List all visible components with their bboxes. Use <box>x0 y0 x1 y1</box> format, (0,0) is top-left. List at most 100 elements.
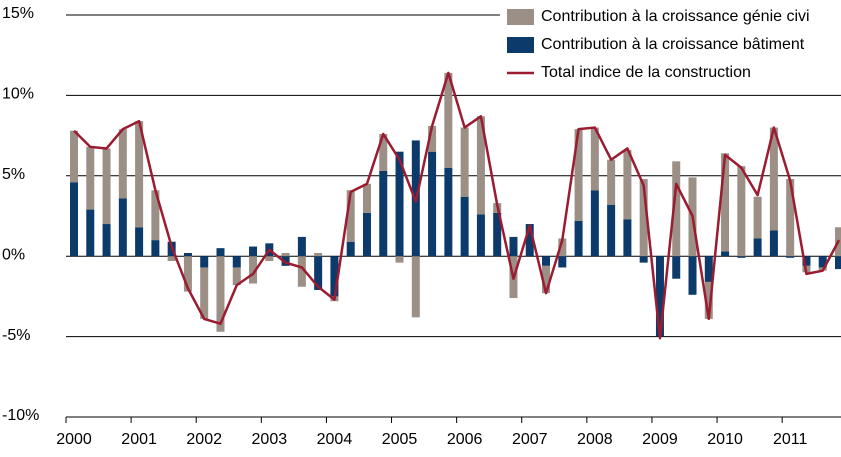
bar <box>70 182 78 257</box>
bar <box>346 190 355 242</box>
x-tick-label: 2008 <box>577 431 613 448</box>
legend: Contribution à la croissance génie civi C… <box>500 0 841 92</box>
bar <box>460 127 469 197</box>
legend-label: Contribution à la croissance génie civi <box>541 8 810 25</box>
bar <box>200 267 209 319</box>
y-tick-label: 15% <box>2 5 34 22</box>
bar <box>639 256 648 263</box>
bar <box>574 220 583 257</box>
x-tick-label: 2010 <box>707 431 743 448</box>
bar <box>118 198 127 257</box>
bar <box>265 256 274 262</box>
legend-label: Total indice de la construction <box>541 64 751 81</box>
bar <box>476 214 485 257</box>
x-tick-label: 2011 <box>773 431 808 448</box>
bar <box>314 252 323 257</box>
bar <box>362 212 371 257</box>
bar <box>102 224 111 257</box>
bar <box>590 190 599 257</box>
bar <box>753 238 762 257</box>
bar <box>281 252 290 257</box>
bar <box>623 219 632 257</box>
x-tick-label: 2001 <box>121 431 157 448</box>
bar <box>395 256 404 263</box>
bar <box>737 166 746 257</box>
bar <box>183 252 192 257</box>
bar <box>835 256 841 270</box>
y-tick-label: 10% <box>2 86 34 103</box>
bar <box>70 130 78 183</box>
legend-swatch <box>507 9 534 25</box>
bar <box>460 196 469 257</box>
bar <box>786 256 795 258</box>
bar <box>200 256 209 268</box>
bar <box>688 256 697 295</box>
bar <box>167 256 176 262</box>
bar <box>802 256 811 266</box>
bar <box>297 256 306 287</box>
bar <box>623 150 632 220</box>
bar <box>542 265 551 294</box>
bar <box>118 129 127 199</box>
bar <box>525 224 534 257</box>
bar <box>721 153 730 252</box>
bar <box>444 167 453 257</box>
bar <box>769 127 778 231</box>
bar <box>151 240 160 257</box>
bar <box>639 179 648 257</box>
bar <box>672 256 681 279</box>
bar <box>216 256 225 332</box>
bar <box>232 267 241 286</box>
legend-swatch <box>507 37 534 53</box>
x-tick-label: 2002 <box>186 431 222 448</box>
bar <box>574 129 583 221</box>
bar <box>721 251 730 257</box>
legend-bg <box>500 0 841 92</box>
bar <box>86 209 95 257</box>
bar <box>216 248 225 257</box>
y-tick-label: -5% <box>2 327 30 344</box>
bar <box>428 151 437 257</box>
bar <box>607 204 616 257</box>
bar <box>330 256 339 297</box>
legend-label: Contribution à la croissance bâtiment <box>541 36 805 53</box>
bar <box>183 256 192 292</box>
bar <box>362 183 371 213</box>
x-tick-label: 2000 <box>56 431 92 448</box>
x-tick-label: 2009 <box>642 431 678 448</box>
bar <box>704 281 713 319</box>
bar <box>428 125 437 152</box>
bar <box>102 148 111 225</box>
x-tick-label: 2006 <box>447 431 483 448</box>
bar <box>379 170 388 257</box>
bar <box>135 121 144 228</box>
bar <box>607 159 616 205</box>
bar <box>737 256 746 258</box>
y-tick-label: -10% <box>2 407 39 424</box>
bar <box>493 212 502 257</box>
bar <box>444 72 453 168</box>
bar <box>542 256 551 266</box>
bar <box>395 151 404 257</box>
bar <box>411 256 420 318</box>
bar <box>558 256 567 268</box>
bar <box>590 127 599 191</box>
bar <box>753 196 762 239</box>
bar <box>249 246 258 257</box>
bar <box>655 256 664 337</box>
bar <box>86 146 95 210</box>
bar <box>818 256 827 268</box>
bar <box>558 238 567 257</box>
bar <box>769 230 778 257</box>
bar <box>297 236 306 257</box>
bar <box>509 236 518 257</box>
bar <box>232 256 241 268</box>
x-tick-label: 2003 <box>252 431 288 448</box>
line <box>73 71 841 340</box>
bar <box>151 190 160 241</box>
bar <box>314 256 323 290</box>
bar <box>281 256 290 266</box>
x-tick-label: 2004 <box>317 431 353 448</box>
bar <box>476 116 485 215</box>
